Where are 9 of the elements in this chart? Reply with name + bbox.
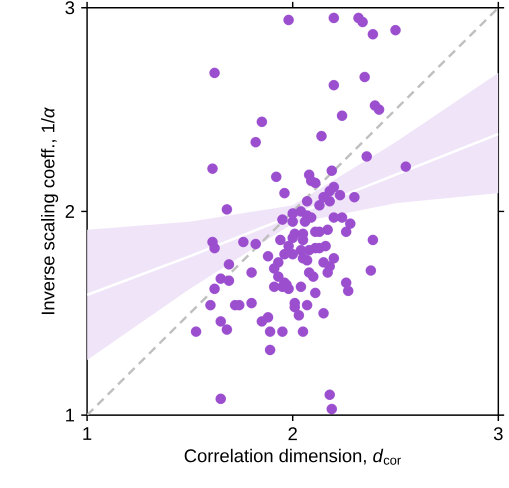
line-series xyxy=(87,132,498,296)
x-tick-label: 1 xyxy=(83,427,92,440)
y-axis-title: Inverse scaling coeff., 1/α xyxy=(41,107,58,314)
y-tick-label: 2 xyxy=(66,205,74,218)
y-tick-label: 3 xyxy=(65,1,74,14)
y-tick-label: 1 xyxy=(66,408,74,422)
x-tick-label: 3 xyxy=(494,427,503,440)
x-axis-title: Correlation dimension, d$_{cor}$ xyxy=(184,448,401,465)
x-tick-label: 2 xyxy=(288,427,297,440)
